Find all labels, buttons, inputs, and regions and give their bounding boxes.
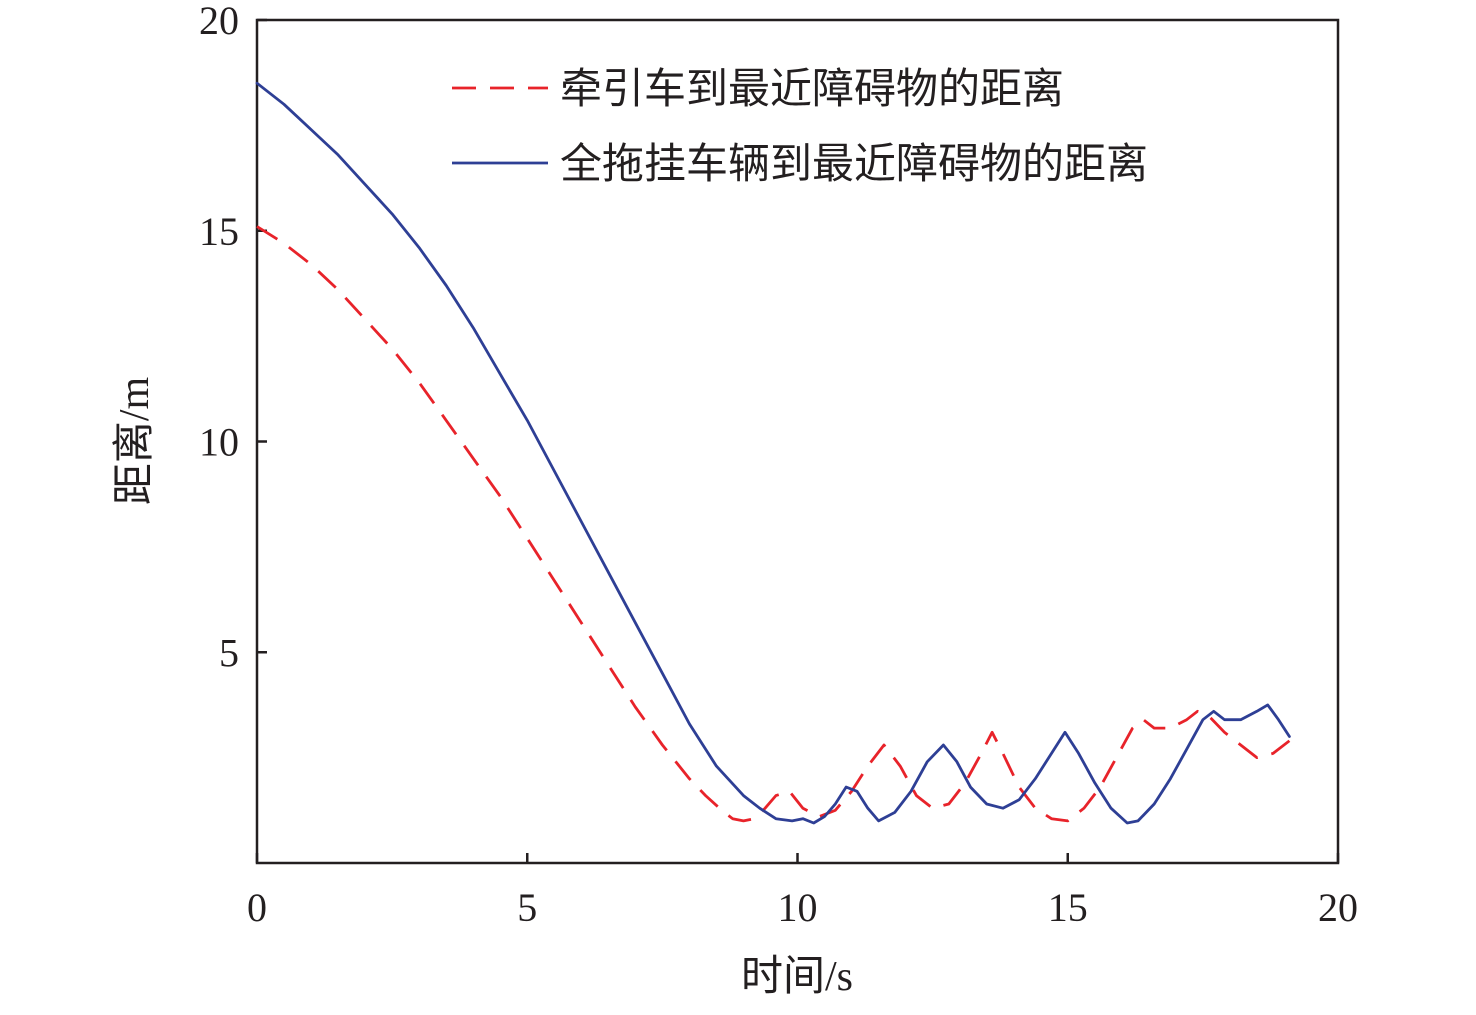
y-axis-title: 距离/m [111,377,158,506]
y-tick-label: 20 [199,0,239,43]
series-line-1 [256,225,1291,823]
x-tick-label: 15 [1048,885,1088,930]
y-tick-label: 10 [199,420,239,465]
x-axis-title: 时间/s [741,954,853,1000]
legend-label-1: 牵引车到最近障碍物的距离 [560,66,1064,113]
y-tick-label: 5 [219,630,239,675]
x-tick-label: 10 [778,885,818,930]
ticks-layer: 0 5 10 15 20 5 10 15 20 [199,0,1358,930]
legend-label-2: 全拖挂车辆到最近障碍物的距离 [560,141,1148,188]
x-tick-label: 5 [517,885,537,930]
series-line-2 [255,81,1291,825]
x-tick-label: 20 [1318,885,1358,930]
series-layer [255,81,1291,825]
y-tick-label: 15 [199,209,239,254]
x-tick-label: 0 [247,885,267,930]
